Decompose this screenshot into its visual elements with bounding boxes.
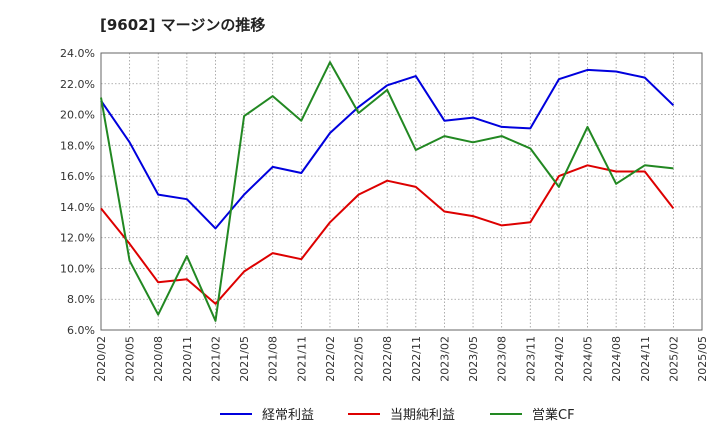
x-tick-label: 2023/02 xyxy=(438,336,451,382)
x-tick-label: 2023/05 xyxy=(467,336,480,382)
series-line xyxy=(100,61,674,322)
y-tick-label: 14.0% xyxy=(60,201,95,214)
x-tick-label: 2024/02 xyxy=(553,336,566,382)
plot-frame xyxy=(100,52,703,331)
x-tick-label: 2024/08 xyxy=(610,336,623,382)
x-tick-label: 2022/08 xyxy=(381,336,394,382)
y-tick-label: 8.0% xyxy=(67,293,95,306)
x-tick-label: 2025/02 xyxy=(667,336,680,382)
y-tick-label: 22.0% xyxy=(60,78,95,91)
x-tick-label: 2022/02 xyxy=(324,336,337,382)
chart-title: [9602] マージンの推移 xyxy=(100,16,266,34)
y-tick-label: 12.0% xyxy=(60,232,95,245)
x-tick-label: 2025/05 xyxy=(696,336,709,382)
y-tick-label: 16.0% xyxy=(60,170,95,183)
x-tick-label: 2020/02 xyxy=(95,336,108,382)
legend-label: 営業CF xyxy=(532,407,575,423)
y-tick-label: 24.0% xyxy=(60,47,95,60)
x-tick-label: 2023/08 xyxy=(496,336,509,382)
x-tick-label: 2021/02 xyxy=(209,336,222,382)
x-tick-label: 2021/08 xyxy=(267,336,280,382)
legend-label: 当期純利益 xyxy=(390,408,455,423)
x-tick-label: 2022/05 xyxy=(353,336,366,382)
y-tick-label: 6.0% xyxy=(67,324,95,337)
legend-layer: 経常利益 当期純利益 営業CF xyxy=(220,407,575,423)
x-tick-label: 2021/11 xyxy=(295,336,308,382)
x-tick-label: 2024/11 xyxy=(639,336,652,382)
x-tick-label: 2020/08 xyxy=(152,336,165,382)
x-tick-label: 2020/11 xyxy=(181,336,194,382)
y-tick-label: 10.0% xyxy=(60,262,95,275)
x-tick-label: 2021/05 xyxy=(238,336,251,382)
legend-label: 経常利益 xyxy=(262,408,314,423)
x-tick-label: 2020/05 xyxy=(124,336,137,382)
y-tick-label: 20.0% xyxy=(60,109,95,122)
y-tick-label: 18.0% xyxy=(60,139,95,152)
axis-layer: 6.0% 8.0% 10.0% 12.0% 14.0% 16.0% 18.0% 20.0% 22… xyxy=(60,47,709,382)
x-tick-label: 2023/11 xyxy=(524,336,537,382)
x-tick-label: 2024/05 xyxy=(582,336,595,382)
series-line xyxy=(100,164,675,305)
series-line xyxy=(100,68,675,230)
x-tick-label: 2022/11 xyxy=(410,336,423,382)
grid-layer xyxy=(101,53,702,330)
series-layer xyxy=(100,61,675,322)
